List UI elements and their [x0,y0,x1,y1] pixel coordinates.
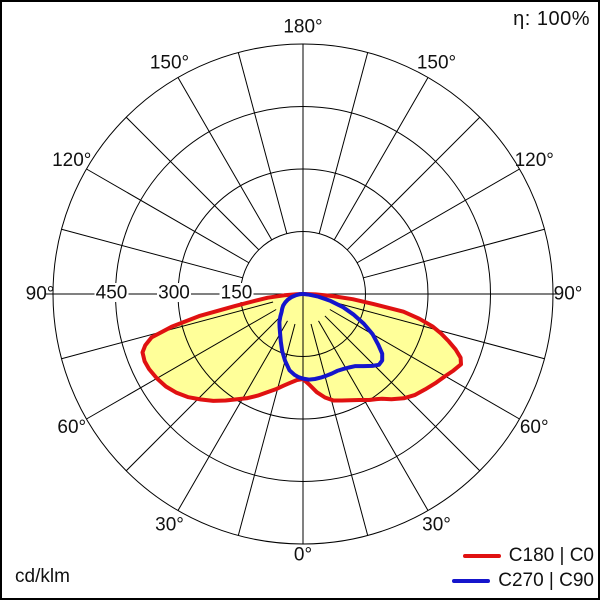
angle-label: 120° [52,150,91,171]
angle-label: 180° [283,17,322,38]
radial-label: 450 [96,283,128,304]
legend-line-blue-icon [452,579,491,583]
legend-line-red-icon [462,554,501,558]
grid-spoke [324,315,481,472]
radial-label-bg [219,283,254,302]
angle-label: 30° [155,515,184,536]
grid-spoke [329,309,520,420]
grid-spoke [177,320,288,511]
grid-spoke [125,315,282,472]
legend: C180 | C0 C270 | C90 [452,545,594,592]
angle-label: 60° [57,417,86,438]
angle-label: 60° [520,417,549,438]
grid-spoke [125,116,260,251]
grid-spoke [177,77,273,241]
grid-spoke [318,320,429,511]
grid-spoke [61,228,243,279]
grid-spoke [86,168,250,264]
radial-label: 150 [221,283,253,304]
angle-label: 90° [554,284,583,305]
grid-spoke [310,323,369,536]
grid-spoke [363,228,545,279]
radial-label-bg [94,283,129,302]
legend-item-c270-c90: C270 | C90 [452,570,594,592]
grid-spoke [86,309,277,420]
grid-spoke [237,52,288,234]
angle-label: 150° [150,52,189,73]
angle-label: 120° [515,150,554,171]
angle-label: 30° [422,515,451,536]
angle-label: 90° [26,284,55,305]
radial-label-bg [157,283,191,302]
grid-spoke [318,52,369,234]
angle-label: 150° [417,52,456,73]
legend-label-c270-c90: C270 | C90 [498,570,594,591]
radial-label: 300 [158,283,190,304]
grid-spoke [356,168,520,264]
grid-spoke [346,116,481,251]
efficiency-label: η: 100% [513,8,590,30]
grid-spoke [333,77,429,241]
curve-c180-c0 [140,292,463,403]
legend-item-c180-c0: C180 | C0 [462,545,594,567]
curve-c270-c90 [277,292,385,382]
unit-label: cd/klm [15,566,70,587]
legend-label-c180-c0: C180 | C0 [508,545,594,566]
angle-label: 0° [294,545,312,566]
